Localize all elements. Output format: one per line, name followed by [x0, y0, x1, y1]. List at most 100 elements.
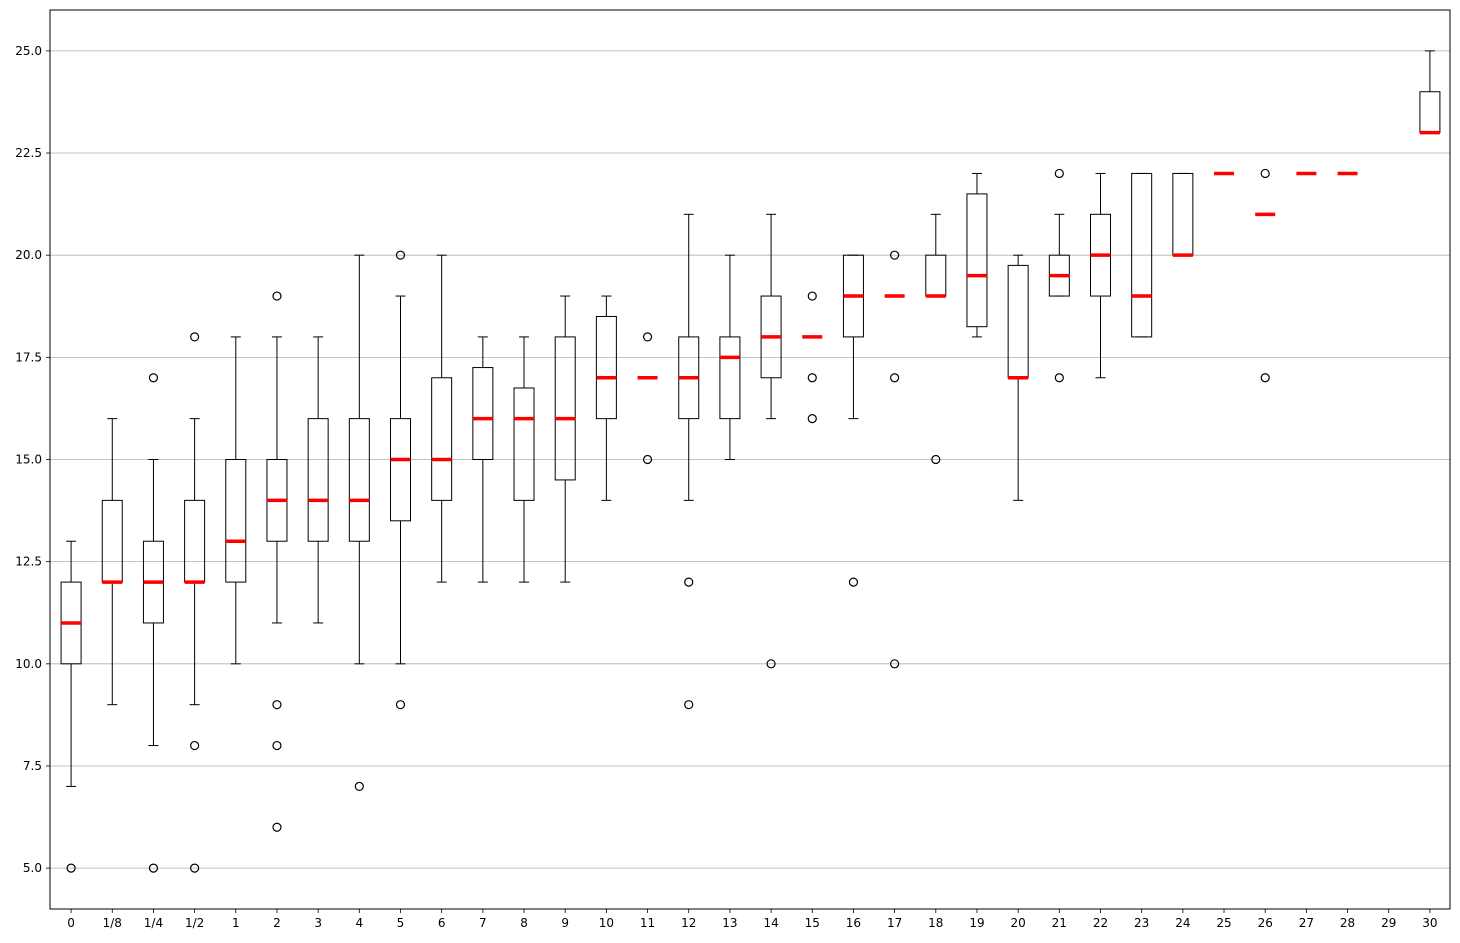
y-tick-label: 25.0: [15, 44, 42, 58]
x-tick-label: 17: [887, 916, 902, 930]
x-tick-label: 19: [969, 916, 984, 930]
box-group: [760, 213, 782, 669]
x-tick-label: 1/4: [144, 916, 163, 930]
outlier-point: [190, 863, 200, 873]
y-tick-label: 22.5: [15, 146, 42, 160]
outlier-point: [354, 781, 364, 792]
outlier-point: [766, 659, 776, 669]
box-group: [719, 254, 741, 460]
iqr-box: [225, 459, 247, 583]
box-group: [802, 291, 823, 424]
box-group: [1048, 168, 1070, 383]
x-tick-label: 14: [763, 916, 778, 930]
x-tick-label: 27: [1299, 916, 1314, 930]
x-tick-label: 12: [681, 916, 696, 930]
outlier-point: [931, 454, 941, 465]
outlier-point: [807, 291, 817, 301]
outlier-point: [642, 332, 653, 342]
x-tick-label: 23: [1134, 916, 1149, 930]
outlier-point: [148, 373, 159, 383]
outlier-point: [395, 700, 406, 710]
iqr-box: [472, 367, 494, 461]
outlier-point: [272, 700, 282, 710]
x-tick-label: 18: [928, 916, 943, 930]
x-tick-label: 7: [479, 916, 487, 930]
outlier-point: [190, 332, 200, 342]
axis-layer: 5.0 7.5 10.0 12.5 15.0 17.5 20.0 22.5 25.0 0 1/8 1/…: [15, 44, 1437, 930]
y-tick-label: 15.0: [15, 453, 42, 467]
box-group: [842, 254, 864, 587]
x-tick-label: 13: [722, 916, 737, 930]
x-tick-label: 10: [599, 916, 614, 930]
box-group: [966, 172, 988, 338]
x-tick-label: 28: [1340, 916, 1355, 930]
box-group: [142, 373, 164, 873]
outlier-point: [1054, 373, 1064, 383]
box-group: [307, 336, 329, 624]
iqr-box: [719, 336, 741, 420]
box-group: [1419, 50, 1441, 135]
outlier-point: [807, 414, 817, 424]
outlier-point: [890, 659, 900, 669]
iqr-box: [1419, 91, 1441, 134]
outlier-point: [272, 740, 282, 751]
box-group: [472, 336, 494, 583]
box-group: [637, 332, 658, 465]
x-tick-label: 15: [805, 916, 820, 930]
x-tick-label: 0: [67, 916, 75, 930]
outlier-point: [1260, 373, 1270, 383]
outlier-point: [1054, 168, 1064, 179]
iqr-box: [184, 499, 206, 583]
box-group: [348, 254, 370, 792]
box-group: [225, 336, 247, 665]
outlier-point: [890, 373, 900, 383]
y-tick-label: 7.5: [23, 759, 42, 773]
iqr-box: [307, 418, 329, 542]
box-group: [1172, 172, 1194, 257]
y-tick-label: 17.5: [15, 350, 42, 364]
x-tick-label: 5: [397, 916, 405, 930]
x-tick-label: 1/2: [185, 916, 204, 930]
box-group: [390, 250, 411, 710]
iqr-box: [1131, 172, 1153, 338]
x-tick-label: 3: [314, 916, 322, 930]
outlier-point: [1260, 168, 1270, 179]
y-tick-label: 10.0: [15, 657, 42, 671]
outlier-point: [66, 863, 76, 873]
x-tick-label: 8: [520, 916, 528, 930]
box-group: [1007, 254, 1029, 501]
box-group: [678, 213, 700, 710]
x-tick-label: 9: [561, 916, 569, 930]
iqr-box: [925, 254, 947, 297]
outlier-point: [395, 250, 406, 260]
x-tick-label: 6: [438, 916, 446, 930]
box-group: [266, 291, 288, 832]
box-group: [431, 254, 453, 583]
box-group: [1131, 172, 1153, 338]
x-tick-label: 4: [356, 916, 364, 930]
iqr-box: [431, 377, 453, 501]
outlier-point: [848, 577, 859, 587]
outlier-point: [807, 373, 817, 383]
iqr-box: [595, 315, 617, 420]
x-tick-label: 20: [1011, 916, 1026, 930]
iqr-box: [390, 418, 411, 522]
y-tick-label: 5.0: [23, 861, 42, 875]
x-tick-label: 22: [1093, 916, 1108, 930]
x-tick-label: 16: [846, 916, 861, 930]
x-tick-label: 1/8: [103, 916, 122, 930]
iqr-box: [966, 193, 988, 328]
x-tick-label: 26: [1258, 916, 1273, 930]
box-group: [884, 250, 905, 669]
outlier-point: [890, 250, 900, 260]
iqr-box: [1007, 264, 1029, 379]
box-group: [101, 418, 123, 706]
y-tick-label: 12.5: [15, 555, 42, 569]
x-tick-label: 29: [1381, 916, 1396, 930]
x-tick-label: 25: [1216, 916, 1231, 930]
iqr-box: [348, 418, 370, 542]
box-group: [513, 336, 535, 583]
outlier-point: [148, 863, 159, 873]
box-group: [1255, 168, 1276, 383]
box-group: [554, 295, 576, 583]
